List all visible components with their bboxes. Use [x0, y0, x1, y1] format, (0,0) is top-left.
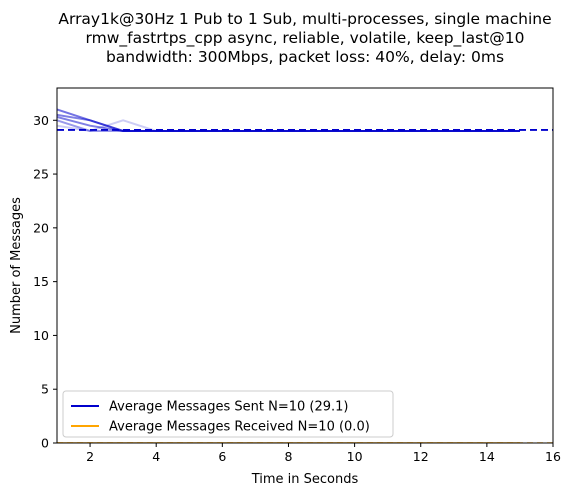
axes-frame — [56, 87, 554, 444]
chart-title-line: Array1k@30Hz 1 Pub to 1 Sub, multi-proce… — [58, 10, 551, 28]
x-tick-label: 4 — [152, 449, 160, 464]
chart-title-line: bandwidth: 300Mbps, packet loss: 40%, de… — [106, 48, 504, 66]
x-axis-label: Time in Seconds — [251, 472, 359, 487]
x-tick-label: 16 — [545, 449, 561, 464]
x-tick-label: 6 — [218, 449, 226, 464]
y-axis-ticks: 0 5 10 15 20 25 30 — [33, 113, 57, 451]
sent-run-line — [57, 113, 520, 132]
y-tick-label: 0 — [41, 436, 49, 451]
x-tick-label: 8 — [284, 449, 292, 464]
y-tick-label: 15 — [33, 274, 49, 289]
legend-entry: Average Messages Sent N=10 (29.1) — [109, 400, 349, 415]
legend: Average Messages Sent N=10 (29.1) Average… — [62, 390, 394, 438]
y-tick-label: 10 — [33, 328, 49, 343]
y-tick-label: 5 — [41, 382, 49, 397]
series-group — [57, 108, 553, 443]
x-tick-label: 14 — [479, 449, 495, 464]
x-tick-label: 10 — [347, 449, 363, 464]
legend-entry: Average Messages Received N=10 (0.0) — [109, 420, 370, 435]
chart-title: Array1k@30Hz 1 Pub to 1 Sub, multi-proce… — [58, 10, 551, 66]
chart-title-line: rmw_fastrtps_cpp async, reliable, volati… — [86, 29, 525, 48]
y-tick-label: 25 — [33, 167, 49, 182]
y-tick-label: 20 — [33, 220, 49, 235]
y-tick-label: 30 — [33, 113, 49, 128]
x-tick-label: 12 — [413, 449, 429, 464]
sent-run-line — [57, 119, 520, 132]
sent-run-line — [57, 119, 520, 133]
x-tick-label: 2 — [86, 449, 94, 464]
x-axis-ticks: 2 4 6 8 10 12 14 16 — [86, 443, 561, 464]
legend-box — [62, 390, 394, 438]
y-axis-label: Number of Messages — [9, 197, 24, 334]
sent-run-line — [57, 116, 520, 132]
plot-area — [56, 87, 554, 444]
sent-run-line — [57, 108, 520, 132]
